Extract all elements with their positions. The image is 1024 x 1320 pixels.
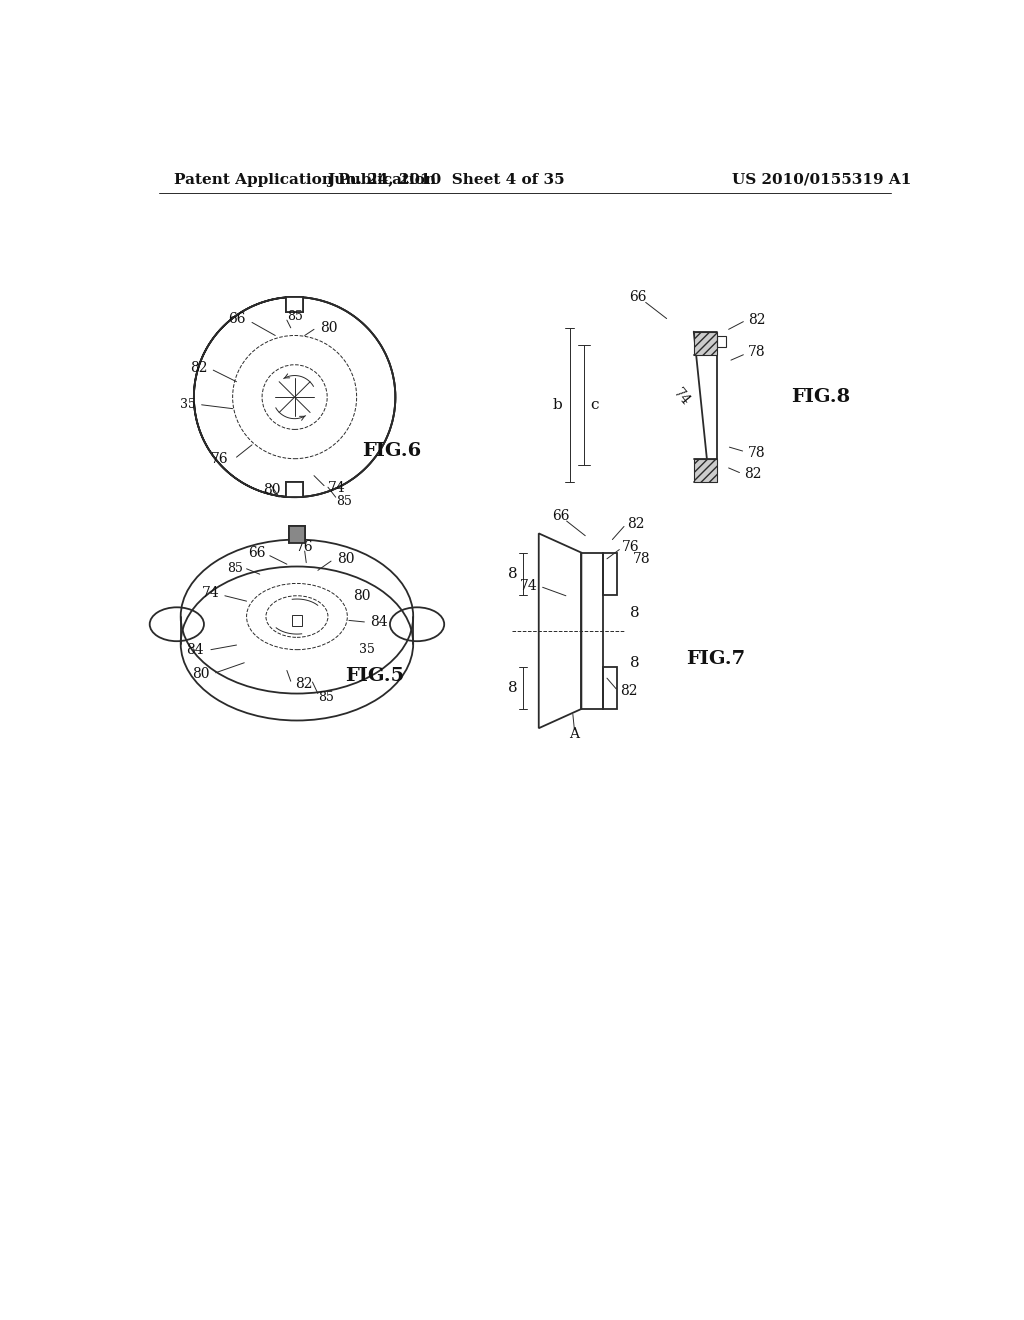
- Text: 74: 74: [202, 586, 219, 601]
- Text: 76: 76: [211, 451, 228, 466]
- Text: 74: 74: [671, 385, 693, 408]
- Text: 66: 66: [249, 545, 266, 560]
- Bar: [289, 527, 305, 544]
- Text: 85: 85: [227, 561, 243, 574]
- Text: 66: 66: [629, 290, 647, 304]
- Text: 35: 35: [359, 643, 375, 656]
- Text: FIG.8: FIG.8: [791, 388, 850, 407]
- Bar: [286, 482, 303, 498]
- Text: 35: 35: [179, 399, 196, 412]
- Text: 66: 66: [552, 510, 569, 524]
- Text: 80: 80: [262, 483, 281, 496]
- Text: 8: 8: [630, 606, 640, 619]
- Bar: [693, 459, 717, 482]
- Text: 82: 82: [744, 467, 762, 480]
- Text: FIG.7: FIG.7: [686, 649, 745, 668]
- Text: Patent Application Publication: Patent Application Publication: [174, 173, 436, 187]
- Text: A: A: [569, 727, 580, 742]
- Text: 74: 74: [519, 578, 538, 593]
- Text: FIG.5: FIG.5: [345, 667, 404, 685]
- Text: 82: 82: [627, 517, 644, 531]
- Text: FIG.6: FIG.6: [361, 442, 421, 459]
- Bar: [717, 335, 726, 347]
- Text: 80: 80: [337, 552, 354, 566]
- Bar: [693, 331, 717, 355]
- Text: 8: 8: [630, 656, 640, 669]
- Text: 74: 74: [328, 480, 346, 495]
- Text: 82: 82: [295, 677, 312, 690]
- Bar: [292, 615, 302, 626]
- Text: 82: 82: [621, 684, 638, 698]
- Text: 82: 82: [748, 313, 766, 327]
- Text: 78: 78: [748, 446, 766, 459]
- Text: 85: 85: [336, 495, 351, 508]
- Text: 85: 85: [317, 690, 334, 704]
- Text: 82: 82: [190, 360, 208, 375]
- Text: 78: 78: [748, 346, 766, 359]
- Text: Jun. 24, 2010  Sheet 4 of 35: Jun. 24, 2010 Sheet 4 of 35: [327, 173, 564, 187]
- Text: b: b: [553, 397, 562, 412]
- Text: 84: 84: [370, 615, 387, 628]
- Text: 85: 85: [287, 310, 303, 323]
- Text: 76: 76: [296, 540, 313, 554]
- Text: c: c: [590, 397, 599, 412]
- Text: 84: 84: [186, 643, 204, 656]
- Text: 76: 76: [622, 540, 639, 554]
- Bar: [603, 667, 617, 709]
- Bar: [582, 553, 603, 709]
- Bar: [286, 297, 303, 313]
- Text: 8: 8: [508, 681, 517, 694]
- Text: 80: 80: [352, 589, 371, 603]
- Text: 80: 80: [191, 668, 209, 681]
- Text: US 2010/0155319 A1: US 2010/0155319 A1: [732, 173, 912, 187]
- Text: 8: 8: [508, 566, 517, 581]
- Bar: [603, 553, 617, 595]
- Text: 78: 78: [633, 552, 651, 566]
- Text: 80: 80: [321, 321, 338, 335]
- Text: 66: 66: [228, 312, 246, 326]
